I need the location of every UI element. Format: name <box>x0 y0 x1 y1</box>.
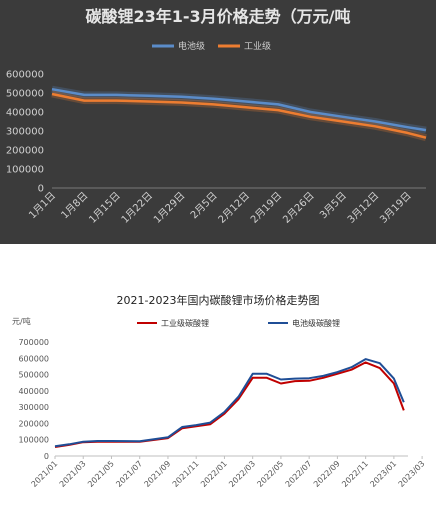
x-tick-bottom-11: 2022/11 <box>340 459 370 489</box>
x-tick-bottom-10: 2022/09 <box>312 459 342 489</box>
legend-label-bottom-0: 工业级碳酸锂 <box>161 318 209 328</box>
y-tick-top-0: 600000 <box>6 70 44 81</box>
x-tick-bottom-7: 2022/03 <box>227 459 257 489</box>
x-tick-top-9: 3月5日 <box>317 190 349 222</box>
x-tick-bottom-2: 2021/05 <box>86 459 116 489</box>
x-tick-top-4: 1月29日 <box>151 190 187 226</box>
y-tick-top-3: 300000 <box>6 127 44 138</box>
y-tick-bottom-6: 100000 <box>18 436 49 445</box>
x-tick-top-10: 3月12日 <box>345 190 381 226</box>
x-tick-bottom-1: 2021/03 <box>58 459 88 489</box>
y-tick-bottom-1: 600000 <box>18 354 49 363</box>
series-line-top-0 <box>51 87 427 132</box>
x-tick-bottom-6: 2022/01 <box>199 459 229 489</box>
y-tick-bottom-4: 300000 <box>18 403 49 412</box>
y-tick-bottom-7: 0 <box>44 452 49 461</box>
chart-bottom-ylabel: 元/吨 <box>12 316 31 326</box>
legend-label-top-0: 电池级 <box>178 40 205 52</box>
series-line-bottom-0 <box>54 361 405 448</box>
chart-bottom: 2021-2023年国内碳酸锂市场价格走势图 元/吨 工业级碳酸锂 电池级碳酸锂 … <box>12 293 427 489</box>
x-tick-top-3: 1月22日 <box>119 190 155 226</box>
y-tick-top-1: 500000 <box>6 89 44 100</box>
chart-bottom-title: 2021-2023年国内碳酸锂市场价格走势图 <box>117 293 320 307</box>
y-tick-bottom-3: 400000 <box>18 387 49 396</box>
legend-label-top-1: 工业级 <box>244 40 271 52</box>
chart-top: 碳酸锂23年1-3月价格走势（万元/吨 电池级 工业级 600000 500000 4… <box>6 7 427 226</box>
y-tick-bottom-2: 500000 <box>18 371 49 380</box>
y-tick-top-2: 400000 <box>6 108 44 119</box>
series-line-bottom-1 <box>54 358 405 448</box>
x-tick-bottom-13: 2023/03 <box>397 459 427 489</box>
x-tick-top-11: 3月19日 <box>378 190 414 226</box>
x-tick-bottom-8: 2022/05 <box>255 459 285 489</box>
chart-panel-top: 碳酸锂23年1-3月价格走势（万元/吨 电池级 工业级 600000 500000 4… <box>0 0 436 244</box>
x-tick-top-1: 1月8日 <box>59 190 91 222</box>
series-line-top-1 <box>51 92 427 139</box>
chart-top-title: 碳酸锂23年1-3月价格走势（万元/吨 <box>85 7 350 26</box>
x-tick-bottom-0: 2021/01 <box>30 459 60 489</box>
y-tick-top-5: 100000 <box>6 165 44 176</box>
x-tick-top-6: 2月12日 <box>216 190 252 226</box>
legend-label-bottom-1: 电池级碳酸锂 <box>292 318 340 328</box>
x-tick-top-8: 2月26日 <box>281 190 317 226</box>
x-tick-top-7: 2月19日 <box>248 190 284 226</box>
x-tick-top-5: 2月5日 <box>188 190 220 222</box>
x-tick-top-2: 1月15日 <box>87 190 123 226</box>
chart-panel-bottom: 2021-2023年国内碳酸锂市场价格走势图 元/吨 工业级碳酸锂 电池级碳酸锂 … <box>0 284 436 512</box>
y-tick-bottom-0: 700000 <box>18 338 49 347</box>
y-tick-top-6: 0 <box>38 184 44 195</box>
x-tick-bottom-4: 2021/09 <box>143 459 173 489</box>
x-tick-bottom-12: 2023/01 <box>368 459 398 489</box>
x-tick-bottom-3: 2021/07 <box>114 459 144 489</box>
x-tick-bottom-9: 2022/07 <box>284 459 314 489</box>
y-tick-top-4: 200000 <box>6 146 44 157</box>
y-tick-bottom-5: 200000 <box>18 419 49 428</box>
x-tick-bottom-5: 2021/11 <box>171 459 201 489</box>
